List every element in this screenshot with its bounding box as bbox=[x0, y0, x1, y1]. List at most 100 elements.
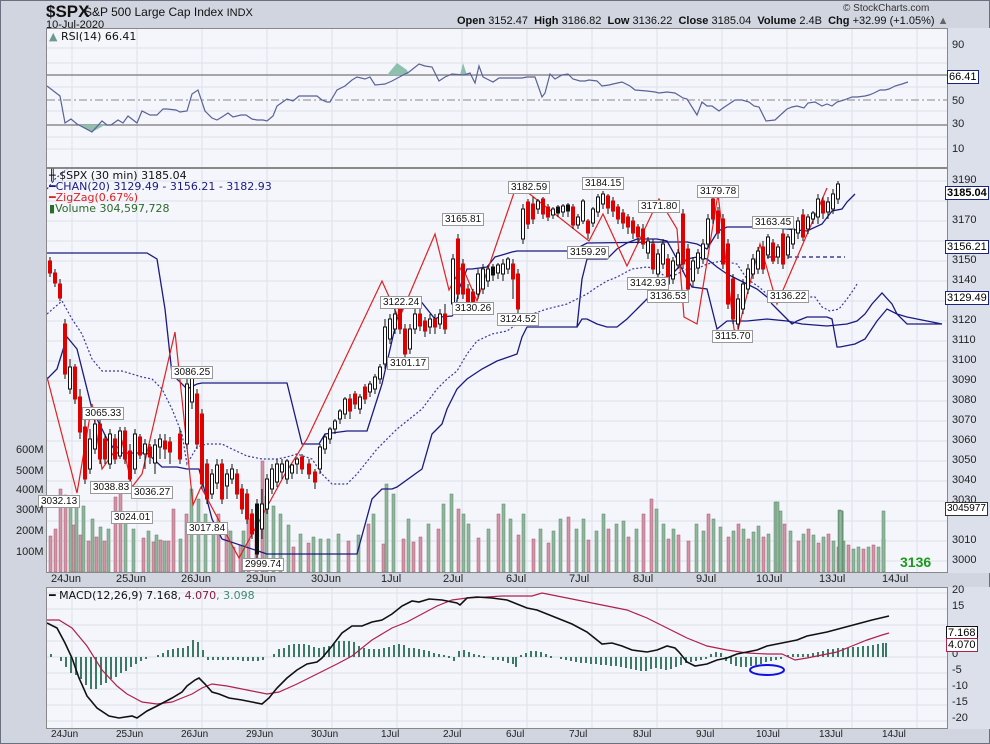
x-tick: 29Jun bbox=[246, 573, 276, 585]
price-tick: 3120 bbox=[952, 314, 977, 326]
zigzag-label: 3017.84 bbox=[186, 522, 229, 535]
volume-tick: 600M bbox=[16, 444, 44, 456]
x-tick: 13Jul bbox=[819, 573, 846, 585]
x-tick: 8Jul bbox=[633, 729, 652, 740]
macd-plot bbox=[47, 588, 947, 728]
rsi-tick: 90 bbox=[952, 39, 965, 51]
zigzag-line-icon: ━ bbox=[49, 191, 56, 204]
price-tick: 3170 bbox=[952, 214, 977, 226]
candles bbox=[48, 181, 840, 559]
chan-lower-tag: 3129.49 bbox=[945, 291, 989, 305]
price-tick: 3050 bbox=[952, 454, 977, 466]
rsi-plot bbox=[47, 29, 947, 167]
macd-tick: 20 bbox=[952, 584, 965, 596]
x-tick: 7Jul bbox=[569, 573, 590, 585]
zigzag-label: 3182.59 bbox=[508, 181, 551, 194]
x-tick: 1Jul bbox=[381, 729, 400, 740]
x-tick: 6Jul bbox=[506, 573, 527, 585]
x-axis-middle: 24Jun 25Jun 26Jun 29Jun 30Jun 1Jul 2Jul … bbox=[46, 573, 946, 585]
x-tick: 6Jul bbox=[506, 729, 525, 740]
zigzag-label: 3065.33 bbox=[82, 407, 125, 420]
price-tick: 3190 bbox=[952, 174, 977, 186]
macd-legend: ━ MACD(12,26,9) 7.168, 4.070, 3.098 bbox=[49, 589, 255, 602]
x-tick: 14Jul bbox=[882, 729, 906, 740]
volume-tick: 200M bbox=[16, 525, 44, 537]
zigzag-label: 3086.25 bbox=[171, 366, 214, 379]
x-axis-bottom: 24Jun 25Jun 26Jun 29Jun 30Jun 1Jul 2Jul … bbox=[46, 729, 946, 741]
x-tick: 24Jun bbox=[51, 573, 81, 585]
zigzag-label: 3038.83 bbox=[90, 481, 133, 494]
macd-axis bbox=[946, 587, 990, 729]
x-tick: 25Jun bbox=[116, 729, 144, 740]
rsi-tick: 10 bbox=[952, 143, 965, 155]
zigzag-label: 3130.26 bbox=[452, 302, 495, 315]
zigzag-label: 3179.78 bbox=[697, 185, 740, 198]
volume-tick: 100M bbox=[16, 546, 44, 558]
price-lines bbox=[47, 169, 858, 560]
x-tick: 25Jun bbox=[116, 573, 146, 585]
x-tick: 26Jun bbox=[181, 573, 211, 585]
macd-value-tag: 7.168 bbox=[946, 626, 978, 640]
price-tick: 3000 bbox=[952, 554, 977, 566]
macd-tick: -20 bbox=[952, 712, 968, 724]
volume-bars-icon: ▮ bbox=[49, 202, 56, 215]
zigzag-label: 3171.80 bbox=[638, 200, 681, 213]
x-tick: 14Jul bbox=[882, 573, 909, 585]
volume-tick: 500M bbox=[16, 465, 44, 477]
volume-tick: 300M bbox=[16, 504, 44, 516]
signal-value-tag: 4.070 bbox=[946, 638, 978, 652]
zigzag-label: 3124.52 bbox=[497, 313, 540, 326]
zigzag-label: 3024.01 bbox=[111, 511, 154, 524]
macd-tick: -15 bbox=[952, 696, 968, 708]
rsi-panel: ▲ RSI(14) 66.41 bbox=[46, 28, 948, 168]
x-tick: 7Jul bbox=[569, 729, 588, 740]
zigzag-label: 3159.29 bbox=[567, 246, 610, 259]
x-tick: 30Jun bbox=[311, 573, 341, 585]
zigzag-label: 3184.15 bbox=[582, 177, 625, 190]
x-tick: 26Jun bbox=[181, 729, 209, 740]
x-tick: 2Jul bbox=[443, 573, 464, 585]
rsi-axis bbox=[946, 28, 990, 168]
x-tick: 8Jul bbox=[633, 573, 654, 585]
zigzag-label: 3165.81 bbox=[442, 213, 485, 226]
price-plot bbox=[47, 169, 947, 572]
highlight-circle bbox=[749, 664, 785, 676]
price-tick: 3140 bbox=[952, 274, 977, 286]
price-tick: 3010 bbox=[952, 534, 977, 546]
zigzag-label: 2999.74 bbox=[242, 558, 285, 571]
price-tick: 3060 bbox=[952, 434, 977, 446]
x-tick: 30Jun bbox=[311, 729, 339, 740]
macd-tick: 0 bbox=[952, 648, 959, 660]
volume-tick: 400M bbox=[16, 484, 44, 496]
price-tick: 3100 bbox=[952, 354, 977, 366]
x-tick: 2Jul bbox=[443, 729, 462, 740]
zigzag-label: 3136.53 bbox=[647, 290, 690, 303]
x-tick: 10Jul bbox=[756, 729, 780, 740]
price-tick: 3070 bbox=[952, 414, 977, 426]
symbol-name: S&P 500 Large Cap Index INDX bbox=[84, 5, 253, 19]
up-arrow-icon: ▲ bbox=[937, 15, 949, 27]
rsi-legend: ▲ RSI(14) 66.41 bbox=[49, 30, 137, 43]
zigzag-label: 3036.27 bbox=[131, 486, 174, 499]
rsi-tick: 50 bbox=[952, 95, 965, 107]
macd-histogram bbox=[50, 640, 887, 689]
zigzag-label: 3122.24 bbox=[380, 296, 423, 309]
price-tick: 3040 bbox=[952, 474, 977, 486]
x-tick: 29Jun bbox=[246, 729, 274, 740]
x-tick: 9Jul bbox=[696, 573, 717, 585]
macd-tick: -10 bbox=[952, 680, 968, 692]
candlestick-icon: ╫ bbox=[49, 169, 56, 182]
zigzag-label: 3115.70 bbox=[712, 330, 754, 343]
price-tick: 3080 bbox=[952, 394, 977, 406]
zigzag-label: 3136.22 bbox=[767, 290, 810, 303]
price-tick: 3150 bbox=[952, 254, 977, 266]
x-tick: 10Jul bbox=[756, 573, 783, 585]
last-price-corner: 3136 bbox=[900, 554, 932, 570]
symbol: $SPX bbox=[46, 2, 90, 21]
macd-panel: ━ MACD(12,26,9) 7.168, 4.070, 3.098 bbox=[46, 587, 948, 729]
price-legend: ╫ $SPX (30 min) 3185.04 ━CHAN(20) 3129.4… bbox=[49, 169, 272, 215]
rsi-icon: ▲ bbox=[49, 30, 58, 43]
macd-tick: 15 bbox=[952, 600, 965, 612]
copyright: © StockCharts.com bbox=[843, 3, 930, 14]
volume-bars bbox=[48, 460, 886, 572]
